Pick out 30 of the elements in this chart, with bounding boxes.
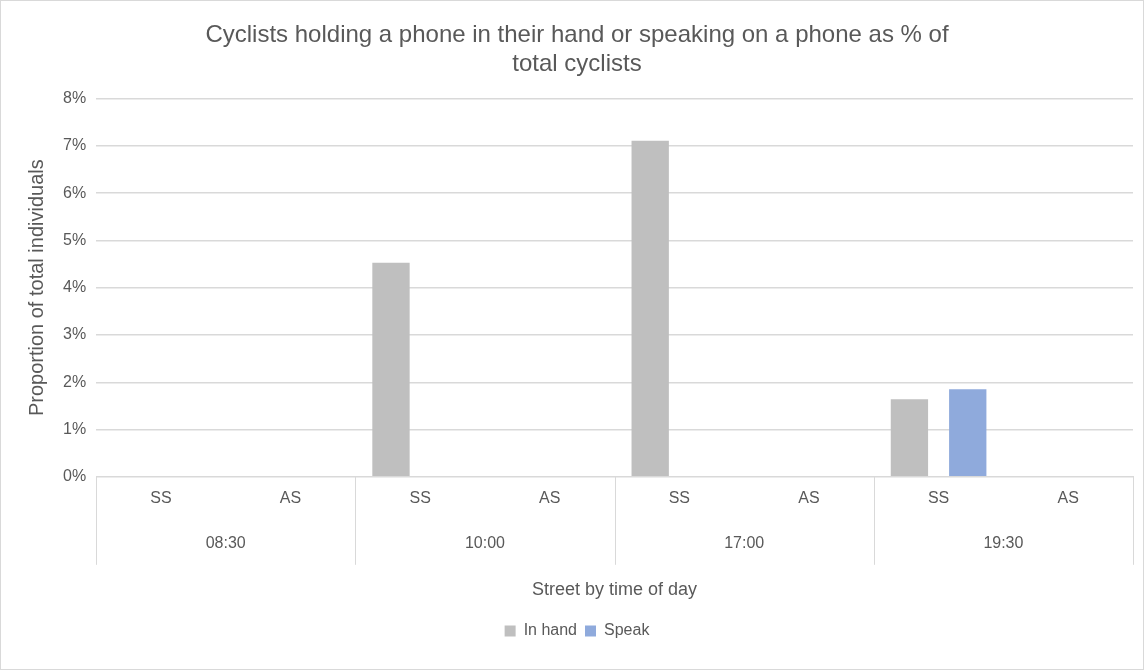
y-tick-label: 6% [63,183,87,201]
y-axis-title: Proportion of total individuals [24,159,47,417]
legend-label: In hand [523,621,578,639]
text: 08:30 [205,533,246,551]
bar [372,262,410,477]
x-tick-label: AS [1057,488,1079,506]
bar [631,140,669,477]
bar [890,399,929,477]
y-tick-label: 7% [63,136,87,154]
legend-label: Speak [604,621,651,639]
y-tick-label: 5% [63,230,87,248]
text: 19:30 [983,533,1024,551]
y-tick-label: 4% [63,278,87,296]
text: 10:00 [464,533,506,551]
x-tick-label: SS [409,488,431,506]
y-tick-label: 3% [63,325,87,343]
x-tick-label: SS [150,488,172,506]
chart-title: Cyclists holding a phone in their hand or speaking on a phone as % of total cyclists [205,20,949,76]
x-tick-label: AS [798,488,820,506]
x-tick-label: AS [539,488,561,506]
y-tick-label: 2% [63,372,87,390]
x-axis-title: Street by time of day [532,578,698,599]
bar [949,389,987,477]
x-tick-label: SS [668,488,691,506]
y-tick-label: 1% [63,419,87,437]
x-tick-label: AS [279,488,302,506]
y-tick-label: 8% [63,89,87,107]
text: 17:00 [724,533,765,551]
x-tick-label: SS [927,488,950,506]
y-tick-label: 0% [63,467,87,485]
